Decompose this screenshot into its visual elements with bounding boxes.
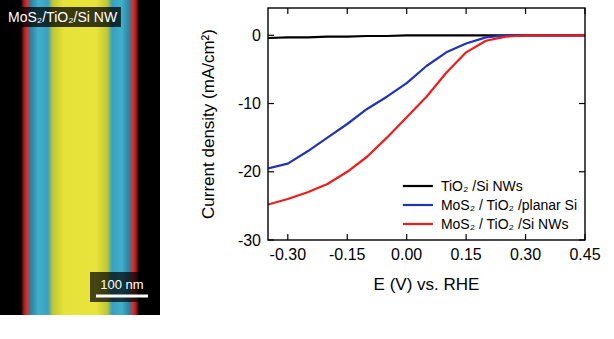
- series-line: [268, 35, 585, 204]
- y-tick: [268, 171, 274, 172]
- scale-bar-label: 100 nm: [100, 277, 143, 292]
- x-tick-top: [466, 8, 467, 14]
- scale-bar: [96, 295, 148, 298]
- image-label: MoS₂/TiO₂/Si NW: [8, 9, 118, 25]
- y-tick-right: [579, 171, 585, 172]
- scale-bar-patch: [90, 272, 154, 302]
- y-tick-label: 0: [252, 27, 261, 44]
- legend-swatch: [403, 223, 433, 225]
- image-panel: MoS₂/TiO₂/Si NW 100 nm: [0, 0, 160, 315]
- legend-label: MoS₂ / TiO₂ /Si NWs: [441, 216, 569, 232]
- x-axis-title: E (V) vs. RHE: [374, 275, 480, 294]
- y-tick: [268, 35, 274, 36]
- plot-data: [268, 35, 585, 204]
- nanowire-map: [0, 0, 160, 315]
- x-tick-top: [287, 8, 288, 14]
- image-label-patch: [5, 7, 121, 27]
- y-tick: [268, 103, 274, 104]
- x-tick: [466, 234, 467, 240]
- x-tick-top: [347, 8, 348, 14]
- image-background: [0, 0, 160, 315]
- x-tick-label: -0.15: [329, 246, 366, 263]
- legend-swatch: [403, 185, 433, 187]
- y-tick-right: [579, 103, 585, 104]
- x-tick-top: [525, 8, 526, 14]
- legend-swatch: [403, 204, 433, 206]
- legend-label: MoS₂ / TiO₂ /planar Si: [441, 197, 577, 213]
- x-tick: [406, 234, 407, 240]
- y-axis-title: Current density (mA/cm²): [199, 29, 218, 219]
- x-tick: [347, 234, 348, 240]
- figure: MoS₂/TiO₂/Si NW 100 nm -0.30 -0.15 0.00 0.15 0…: [0, 0, 614, 339]
- series-line: [268, 35, 585, 168]
- x-tick: [287, 234, 288, 240]
- chart: -0.30 -0.15 0.00 0.15 0.30 0.45 -30 -20 -10 0 E (V…: [199, 8, 601, 294]
- plot-frame: [268, 8, 585, 240]
- x-tick: [525, 234, 526, 240]
- y-tick-label: -10: [238, 95, 261, 112]
- y-tick-label: -30: [238, 232, 261, 249]
- x-tick-label: -0.30: [270, 246, 307, 263]
- x-tick-label: 0.30: [510, 246, 541, 263]
- legend-label: TiO₂ /Si NWs: [441, 178, 523, 194]
- x-tick-label: 0.15: [451, 246, 482, 263]
- legend: TiO₂ /Si NWs MoS₂ / TiO₂ /planar Si MoS₂ /…: [403, 178, 577, 232]
- x-tick-label: 0.00: [391, 246, 422, 263]
- x-tick-top: [406, 8, 407, 14]
- y-tick-label: -20: [238, 163, 261, 180]
- x-tick-label: 0.45: [569, 246, 600, 263]
